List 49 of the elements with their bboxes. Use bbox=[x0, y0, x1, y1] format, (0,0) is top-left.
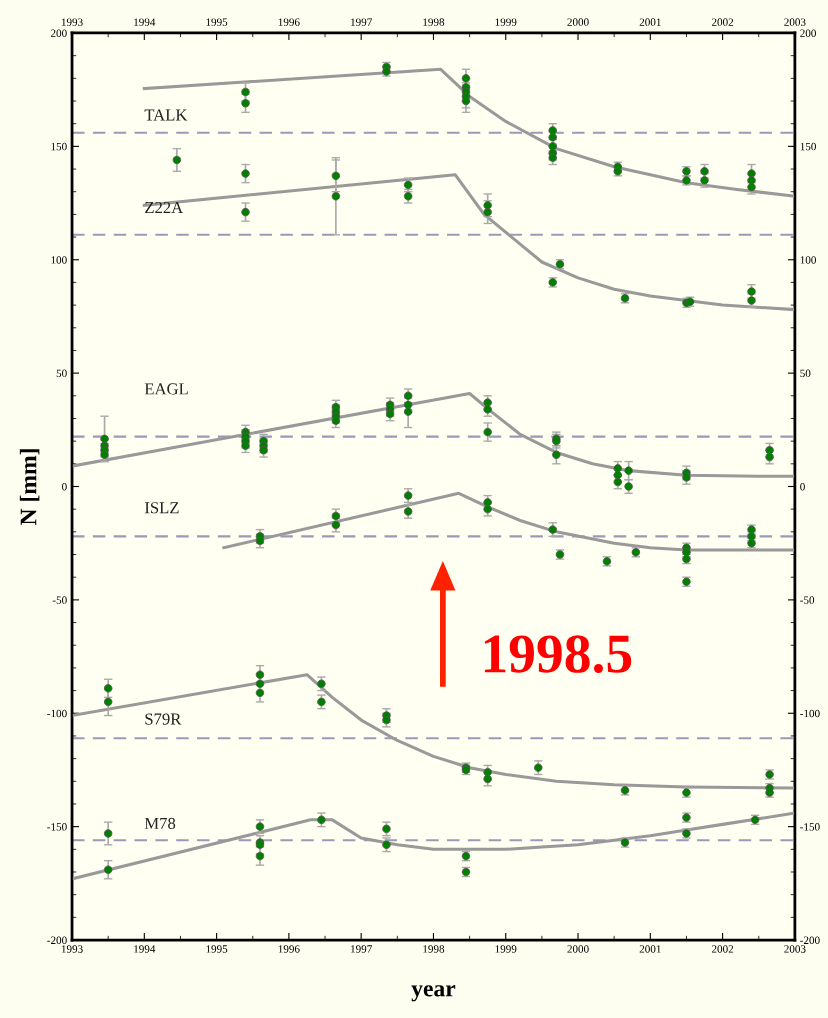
x-axis-title: year bbox=[411, 985, 456, 1002]
y2-tick-label: -200 bbox=[800, 936, 820, 944]
x-tick-label: 1993 bbox=[61, 945, 83, 953]
annotation: 1998.5 bbox=[484, 635, 632, 673]
y2-tick-label: 0 bbox=[800, 482, 805, 491]
annotation: TALK bbox=[144, 109, 188, 121]
y-tick-label: 0 bbox=[62, 482, 67, 491]
y2-tick-label: 100 bbox=[800, 256, 816, 264]
annotation: Z22A bbox=[145, 201, 184, 213]
x2-tick-label: 1994 bbox=[134, 18, 156, 26]
y-tick-label: -100 bbox=[47, 709, 67, 718]
x2-tick-label: 1998 bbox=[423, 18, 445, 26]
x-tick-label: 2002 bbox=[711, 945, 734, 953]
y2-tick-label: -100 bbox=[800, 709, 820, 718]
x-tick-label: 2003 bbox=[784, 945, 806, 953]
annotation: M78 bbox=[144, 817, 176, 829]
annotation: ISLZ bbox=[144, 502, 179, 514]
y2-tick-label: 200 bbox=[800, 29, 816, 37]
annotation: EAGL bbox=[144, 383, 188, 395]
x-tick-label: 1999 bbox=[495, 945, 517, 953]
y2-tick-label: -50 bbox=[800, 596, 815, 604]
x2-tick-label: 1993 bbox=[61, 18, 83, 26]
x-tick-label: 2000 bbox=[567, 945, 589, 953]
y-tick-label: 200 bbox=[51, 29, 67, 37]
x2-tick-label: 1995 bbox=[206, 18, 228, 26]
x-tick-label: 2001 bbox=[639, 945, 661, 953]
y2-tick-label: 50 bbox=[800, 369, 811, 378]
x2-tick-label: 1997 bbox=[351, 18, 372, 26]
x-tick-label: 1994 bbox=[134, 945, 156, 953]
y-tick-label: -150 bbox=[47, 823, 67, 831]
annotation: S79R bbox=[145, 713, 182, 725]
y-tick-label: 150 bbox=[51, 142, 67, 151]
y2-tick-label: -150 bbox=[800, 823, 820, 831]
y2-tick-label: 150 bbox=[800, 142, 816, 151]
y-tick-label: -200 bbox=[47, 936, 67, 944]
y-tick-label: 100 bbox=[51, 256, 67, 264]
x2-tick-label: 2002 bbox=[711, 18, 734, 26]
x-tick-label: 1996 bbox=[278, 945, 300, 953]
y-axis-title: N [mm] bbox=[19, 449, 40, 526]
y-tick-label: -50 bbox=[52, 596, 67, 604]
x-tick-label: 1995 bbox=[206, 945, 228, 953]
x2-tick-label: 1996 bbox=[278, 18, 300, 26]
x2-tick-label: 2001 bbox=[639, 18, 661, 26]
x-tick-label: 1998 bbox=[423, 945, 445, 953]
x-tick-label: 1997 bbox=[351, 945, 372, 953]
x2-tick-label: 2000 bbox=[567, 18, 589, 26]
x2-tick-label: 1999 bbox=[495, 18, 517, 26]
x2-tick-label: 2003 bbox=[784, 18, 806, 26]
y-tick-label: 50 bbox=[56, 369, 67, 378]
